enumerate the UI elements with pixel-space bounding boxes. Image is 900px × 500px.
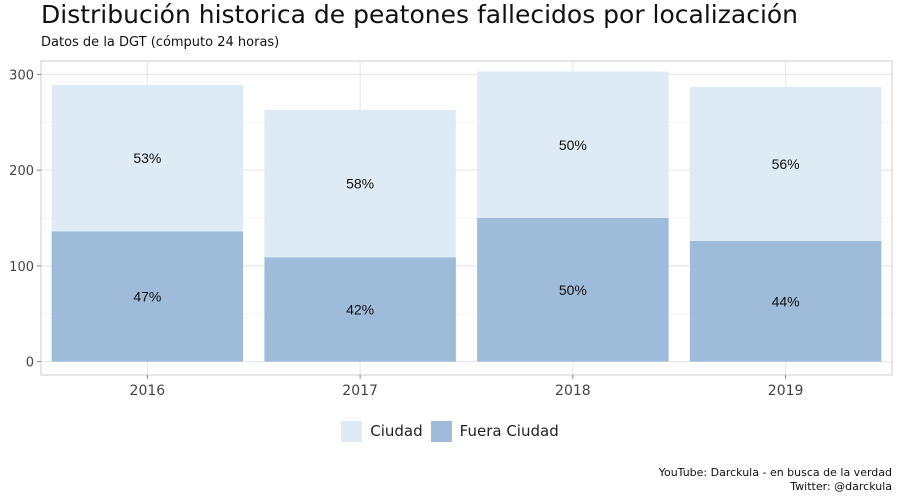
legend-item-ciudad: Ciudad	[341, 420, 423, 442]
data-label-ciudad-2018: 50%	[559, 137, 587, 153]
legend-item-fuera-ciudad: Fuera Ciudad	[430, 420, 559, 442]
data-label-ciudad-2019: 56%	[772, 156, 800, 172]
data-label-fuera-ciudad-2018: 50%	[559, 282, 587, 298]
y-tick-label: 100	[9, 260, 34, 275]
legend-label-ciudad: Ciudad	[370, 422, 423, 440]
chart-subtitle: Datos de la DGT (cómputo 24 horas)	[41, 35, 280, 50]
x-tick-label: 2016	[130, 383, 166, 399]
bar-ciudad-2019	[689, 86, 882, 241]
x-tick-label: 2018	[555, 383, 591, 399]
bar-ciudad-2016	[51, 84, 244, 232]
bar-chart: 47% 53% 42% 58% 50% 50% 44% 56% 0 100 200 300 2016 20…	[9, 60, 893, 399]
legend-label-fuera-ciudad: Fuera Ciudad	[459, 422, 559, 440]
legend: Ciudad Fuera Ciudad	[0, 419, 900, 443]
x-tick-label: 2017	[342, 383, 378, 399]
data-label-fuera-ciudad-2016: 47%	[133, 289, 161, 305]
data-label-fuera-ciudad-2019: 44%	[772, 293, 800, 309]
data-label-fuera-ciudad-2017: 42%	[346, 301, 374, 317]
caption-twitter: Twitter: @darckula	[790, 480, 892, 493]
bar-fuera-ciudad-2017	[264, 257, 456, 362]
y-tick-label: 200	[9, 164, 34, 179]
legend-swatch-fuera-ciudad	[430, 420, 452, 442]
x-tick-label: 2019	[768, 383, 804, 399]
bar-fuera-ciudad-2019	[689, 240, 882, 362]
y-tick-label: 0	[26, 356, 34, 371]
legend-swatch-ciudad	[341, 420, 363, 442]
bar-ciudad-2017	[264, 109, 456, 258]
caption-youtube: YouTube: Darckula - en busca de la verda…	[658, 466, 892, 479]
data-label-ciudad-2017: 58%	[346, 176, 374, 192]
bar-fuera-ciudad-2018	[477, 218, 669, 362]
bar-fuera-ciudad-2016	[51, 231, 244, 362]
bar-ciudad-2018	[477, 71, 669, 218]
chart-title: Distribución historica de peatones falle…	[41, 0, 799, 29]
data-label-ciudad-2016: 53%	[133, 150, 161, 166]
caption: YouTube: Darckula - en busca de la verda…	[659, 466, 892, 494]
panel-border	[40, 60, 893, 376]
y-tick-label: 300	[9, 68, 34, 83]
